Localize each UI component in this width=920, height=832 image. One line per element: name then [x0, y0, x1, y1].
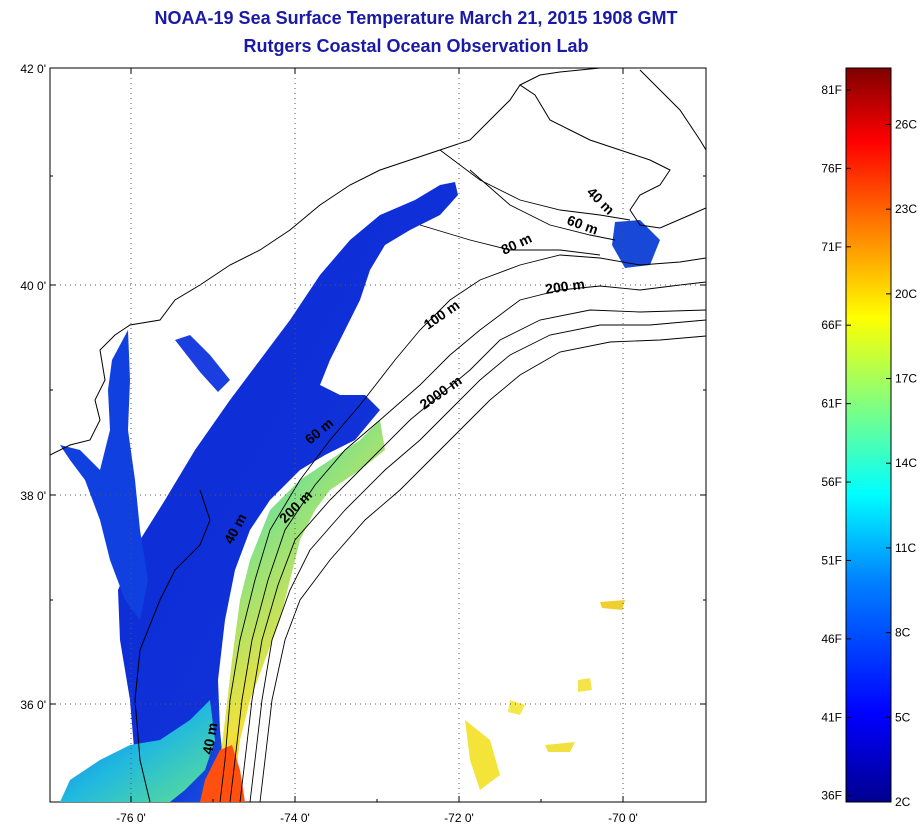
- colorbar-f-label: 51F: [821, 553, 842, 567]
- lat-label: 40 0': [20, 279, 46, 293]
- colorbar: [845, 67, 892, 803]
- lon-label: -72 0': [444, 811, 474, 825]
- colorbar-ticks: [846, 89, 891, 803]
- isobath-lines: [219, 149, 706, 802]
- colorbar-c-label: 26C: [895, 117, 917, 131]
- axis-ticks: [50, 67, 706, 802]
- colorbar-c-label: 23C: [895, 202, 917, 216]
- colorbar-f-label: 41F: [821, 710, 842, 724]
- offshore-warm-patch: [465, 720, 500, 790]
- colorbar-f-label: 81F: [821, 83, 842, 97]
- lon-label: -74 0': [280, 811, 310, 825]
- colorbar-c-label: 17C: [895, 372, 917, 386]
- colorbar-f-label: 66F: [821, 318, 842, 332]
- lon-label: -76 0': [116, 811, 146, 825]
- colorbar-f-label: 76F: [821, 161, 842, 175]
- lat-label: 36 0': [20, 698, 46, 712]
- map-subtitle: Rutgers Coastal Ocean Observation Lab: [243, 36, 589, 56]
- georges-bank-sst: [612, 220, 660, 268]
- isobath-label: 40 m: [199, 721, 220, 755]
- colorbar-f-label: 56F: [821, 475, 842, 489]
- shelf-water-sst: [118, 182, 458, 802]
- colorbar-celsius-labels: 26C 23C 20C 17C 14C 11C 8C 5C 2C: [895, 117, 917, 809]
- lat-label: 42 0': [20, 62, 46, 76]
- chesapeake-bay-sst: [60, 330, 148, 620]
- coastline: [50, 68, 706, 802]
- colorbar-c-label: 20C: [895, 287, 917, 301]
- colorbar-c-label: 14C: [895, 456, 917, 470]
- colorbar-fahrenheit-labels: 81F 76F 71F 66F 61F 56F 51F 46F 41F 36F: [821, 83, 842, 803]
- colorbar-f-label: 46F: [821, 632, 842, 646]
- delaware-bay-sst: [175, 335, 230, 392]
- sst-data-layer: [60, 182, 660, 802]
- offshore-warm-patch: [578, 678, 592, 692]
- colorbar-f-label: 61F: [821, 397, 842, 411]
- map-title: NOAA-19 Sea Surface Temperature March 21…: [154, 8, 678, 28]
- colorbar-c-label: 8C: [895, 626, 911, 640]
- lat-label: 38 0': [20, 489, 46, 503]
- colorbar-c-label: 2C: [895, 795, 911, 809]
- colorbar-c-label: 11C: [895, 541, 916, 555]
- southern-sounds-sst: [60, 700, 215, 802]
- offshore-warm-patch: [600, 600, 625, 610]
- colorbar-f-label: 36F: [821, 789, 842, 803]
- colorbar-f-label: 71F: [821, 240, 842, 254]
- offshore-warm-patch: [545, 742, 575, 752]
- isobath-label: 200 m: [544, 276, 586, 297]
- lon-label: -70 0': [608, 811, 638, 825]
- colorbar-c-label: 5C: [895, 710, 911, 724]
- hatteras-warm-spot: [200, 745, 245, 802]
